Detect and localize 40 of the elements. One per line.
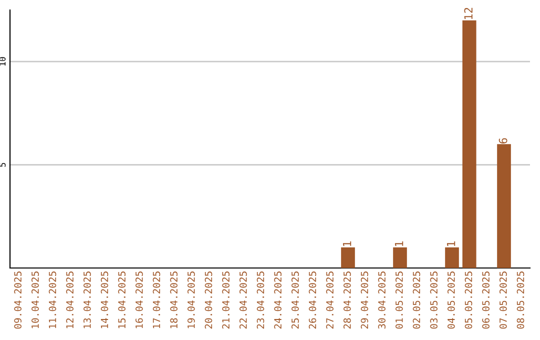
x-tick-label: 02.05.2025 [412,272,420,329]
x-tick-label: 05.05.2025 [464,272,472,329]
x-tick-label: 27.04.2025 [326,272,334,329]
bar [462,20,476,268]
x-tick-label: 16.04.2025 [135,272,143,328]
x-tick-label: 20.04.2025 [204,272,212,329]
x-tick-label: 24.04.2025 [274,272,282,329]
data-label: 6 [498,138,508,144]
x-tick-label: 06.05.2025 [482,272,490,329]
x-tick-label: 15.04.2025 [118,272,126,328]
x-tick-label: 12.04.2025 [66,272,74,328]
x-tick-label: 08.05.2025 [516,272,524,329]
x-tick-label: 19.04.2025 [187,272,195,328]
x-tick-label: 29.04.2025 [360,272,368,329]
x-tick-label: 23.04.2025 [256,272,264,329]
x-tick-label: 09.04.2025 [14,272,22,329]
x-tick-label: 26.04.2025 [308,272,316,329]
x-tick-label: 03.05.2025 [430,272,438,329]
bar [393,247,407,268]
x-tick-label: 28.04.2025 [343,272,351,329]
x-tick-label: 22.04.2025 [239,272,247,329]
x-tick-label: 18.04.2025 [170,272,178,328]
x-tick-label: 10.04.2025 [31,272,39,328]
x-tick-label: 01.05.2025 [395,272,403,329]
x-tick-label: 13.04.2025 [83,272,91,328]
bar [445,247,459,268]
data-label: 1 [446,241,456,246]
x-tick-label: 07.05.2025 [499,272,507,329]
x-tick-label: 17.04.2025 [152,272,160,328]
x-tick-label: 30.04.2025 [378,272,386,329]
data-label: 12 [464,8,472,19]
x-tick-label: 11.04.2025 [48,272,56,328]
x-tick-label: 21.04.2025 [222,272,230,329]
x-tick-label: 25.04.2025 [291,272,299,329]
x-tick-label: 14.04.2025 [100,272,108,328]
bar [341,247,355,268]
data-label: 1 [342,241,352,246]
data-label: 1 [394,241,404,246]
x-tick-label: 04.05.2025 [447,272,455,329]
bar [497,144,511,268]
